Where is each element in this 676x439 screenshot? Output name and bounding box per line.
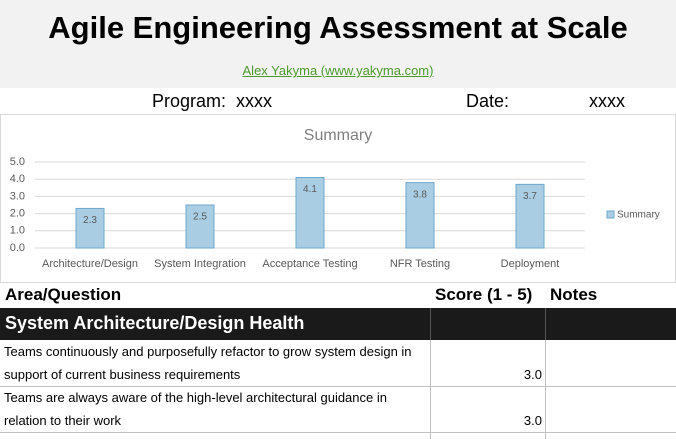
bar xyxy=(75,207,105,249)
x-tick-label: NFR Testing xyxy=(390,258,450,270)
bar xyxy=(405,182,435,249)
x-tick-label: Acceptance Testing xyxy=(262,258,357,270)
program-value: xxxx xyxy=(236,91,272,111)
bar xyxy=(185,204,215,249)
y-tick-label: 1.0 xyxy=(10,225,25,237)
y-tick-label: 2.0 xyxy=(10,208,25,220)
program-label: Program: xyxy=(152,91,227,111)
y-tick-label: 0.0 xyxy=(10,242,25,254)
chart: Summary 0.0 1.0 2.0 3.0 4.0 5.0 Architecture/D… xyxy=(0,114,676,283)
x-tick-label: Architecture/Design xyxy=(42,258,138,270)
bar xyxy=(515,183,545,249)
y-tick-label: 4.0 xyxy=(10,173,25,185)
section-title: System Architecture/Design Health xyxy=(5,313,305,333)
author-link[interactable]: Alex Yakyma (www.yakyma.com) xyxy=(242,63,434,78)
cell-border xyxy=(0,432,676,433)
data-label: 3.8 xyxy=(413,189,427,200)
y-tick-label: 5.0 xyxy=(10,156,25,168)
date-label: Date: xyxy=(466,91,510,111)
data-label: 3.7 xyxy=(523,191,537,202)
cell-border xyxy=(0,386,676,387)
y-tick-label: 3.0 xyxy=(10,190,25,202)
column-header: Notes xyxy=(550,285,598,304)
cell-border xyxy=(430,340,431,439)
data-label: 4.1 xyxy=(303,184,317,195)
column-header: Score (1 - 5) xyxy=(435,285,533,304)
cell-border xyxy=(430,308,431,340)
chart-title: Summary xyxy=(304,127,372,144)
legend-label: Summary xyxy=(617,210,660,221)
section-band xyxy=(0,308,676,340)
score: 3.0 xyxy=(523,367,542,382)
data-label: 2.5 xyxy=(193,212,207,223)
question: Teams are always aware of the high-level… xyxy=(4,390,387,428)
date-value: xxxx xyxy=(589,91,625,111)
x-tick-label: Deployment xyxy=(501,258,560,270)
cell-border xyxy=(545,340,546,439)
cell-border xyxy=(545,308,546,340)
question: Teams continuously and purposefully refa… xyxy=(4,344,412,382)
bar xyxy=(295,176,325,249)
column-header: Area/Question xyxy=(5,285,122,304)
chart-frame xyxy=(0,114,676,283)
title: Agile Engineering Assessment at Scale xyxy=(48,10,628,45)
legend-swatch xyxy=(606,210,615,219)
x-tick-label: System Integration xyxy=(154,258,246,270)
score: 3.0 xyxy=(523,413,542,428)
header-band xyxy=(0,0,676,88)
data-label: 2.3 xyxy=(83,215,97,226)
